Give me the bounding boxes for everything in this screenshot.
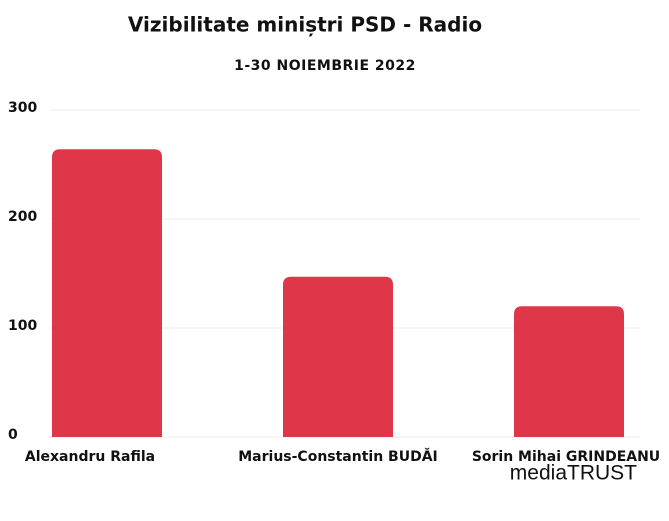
logo: mediaTRUST (510, 462, 637, 485)
bar (283, 276, 393, 437)
x-tick-label: Alexandru Rafila (25, 449, 155, 465)
y-tick-label: 100 (8, 318, 37, 334)
y-tick-label: 0 (8, 427, 18, 443)
x-tick-label: Marius-Constantin BUDĂI (238, 447, 438, 465)
y-tick-label: 200 (8, 209, 37, 225)
bar (514, 306, 624, 437)
bar (52, 149, 162, 438)
x-tick-label: Sorin Mihai GRINDEANU (472, 449, 660, 465)
chart-subtitle: 1-30 NOIEMBRIE 2022 (234, 58, 416, 74)
y-tick-label: 300 (8, 100, 37, 116)
chart-title: Vizibilitate miniștri PSD - Radio (128, 13, 482, 37)
